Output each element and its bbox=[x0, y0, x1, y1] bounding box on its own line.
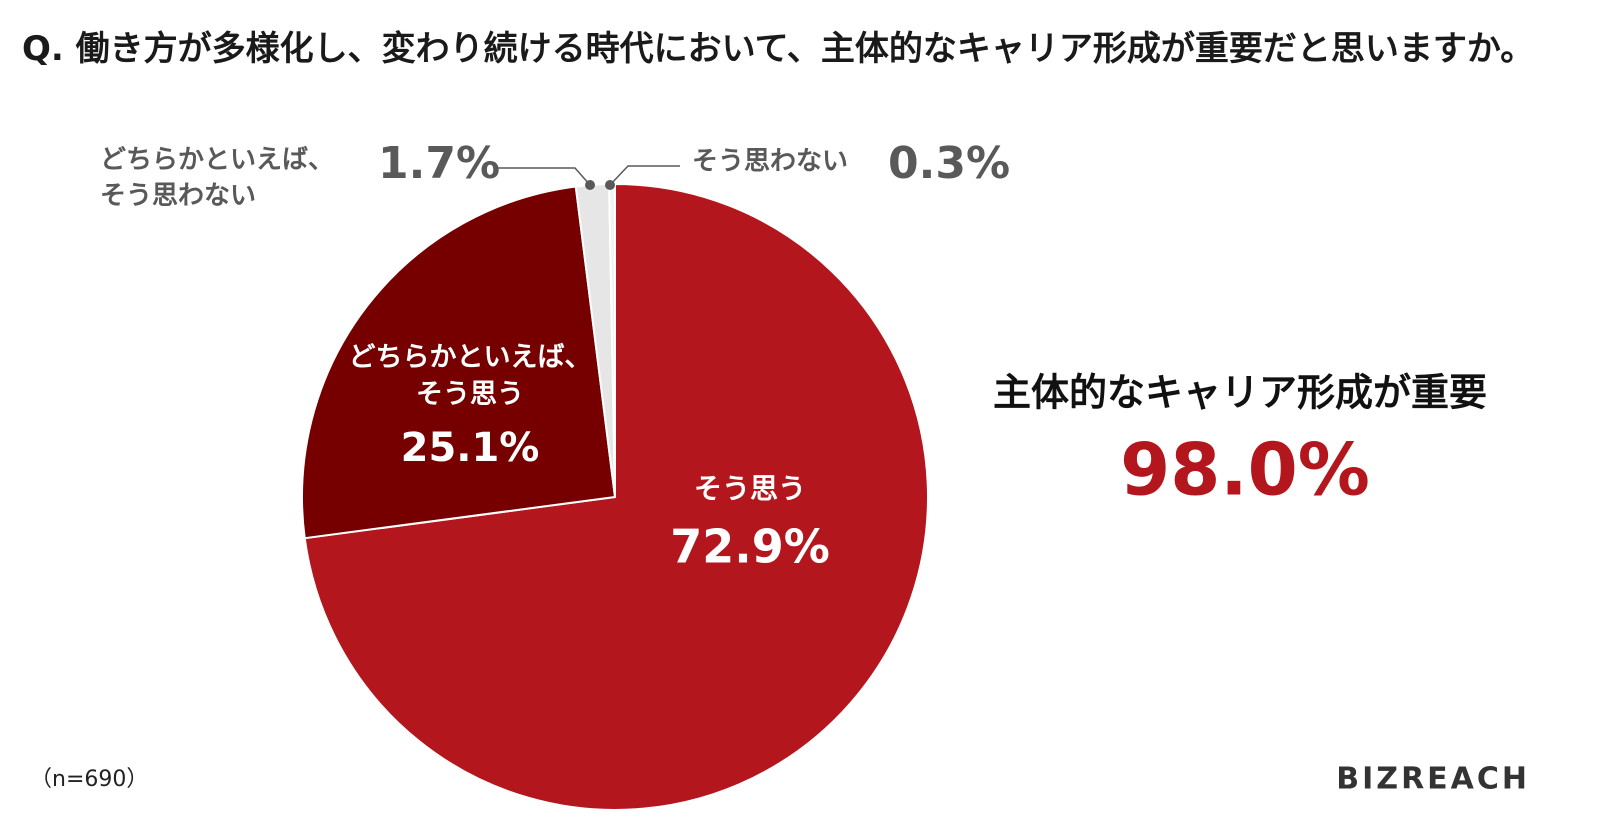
pie-slice bbox=[301, 185, 617, 540]
slice-label: そう思わない bbox=[692, 147, 848, 177]
value-label: 72.9% bbox=[670, 520, 830, 574]
value-label: 25.1% bbox=[401, 425, 540, 471]
slice-label: どちらかといえば、そう思わない bbox=[100, 145, 334, 211]
slice-label: そう思う bbox=[694, 472, 806, 505]
annotation-label: 主体的なキャリア形成が重要 bbox=[993, 371, 1487, 415]
leader-dot bbox=[605, 180, 615, 190]
pie-slice bbox=[303, 182, 929, 811]
note: （n=690） bbox=[30, 767, 148, 792]
leader-line bbox=[497, 167, 591, 186]
value-label: 1.7% bbox=[378, 138, 500, 189]
chart-title: Q. 働き方が多様化し、変わり続ける時代において、主体的なキャリア形成が重要だと… bbox=[22, 29, 1535, 69]
annotation-value: 98.0% bbox=[1120, 428, 1370, 512]
leader-dot bbox=[585, 180, 595, 190]
logo: BIZREACH bbox=[1336, 762, 1530, 797]
slice-label: どちらかといえば、そう思う bbox=[349, 342, 592, 410]
leader-line bbox=[609, 165, 680, 186]
value-label: 0.3% bbox=[888, 138, 1010, 189]
